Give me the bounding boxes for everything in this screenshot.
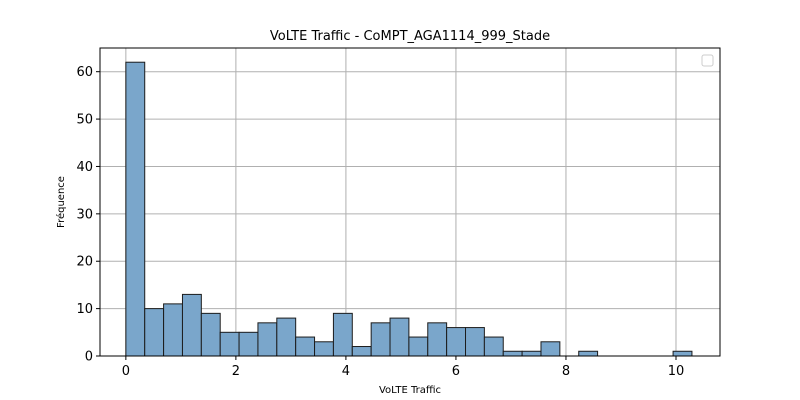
plot-frame: [99, 47, 721, 357]
histogram-bar: [200, 312, 221, 357]
legend-box: [701, 54, 714, 67]
histogram-bar: [672, 350, 693, 357]
histogram-bar: [483, 336, 504, 357]
axis-ticks: 0 2 4 6 8 10 0 10 20 30 40 50 60: [76, 65, 684, 379]
histogram-bar: [314, 341, 334, 357]
histogram-bar: [502, 350, 523, 357]
x-tick-label: 2: [232, 364, 240, 379]
histogram-bar: [181, 293, 202, 357]
histogram-bar: [144, 308, 165, 357]
histogram-bar: [163, 303, 183, 357]
x-tick-label: 4: [342, 364, 350, 379]
x-tick-label: 8: [562, 364, 570, 379]
chart-title: VoLTE Traffic - CoMPT_AGA1114_999_Stade: [270, 29, 550, 44]
histogram-bar: [295, 336, 316, 357]
histogram-bar: [521, 350, 542, 357]
y-tick-label: 50: [76, 113, 93, 128]
y-tick-label: 0: [85, 350, 93, 365]
x-tick-label: 10: [668, 364, 685, 379]
histogram-bar: [219, 331, 240, 357]
histogram-bar: [446, 327, 467, 357]
histogram-bar: [540, 341, 561, 357]
y-axis-label: Fréquence: [55, 176, 67, 228]
histogram-bar: [370, 322, 391, 357]
y-tick-label: 10: [76, 302, 93, 317]
histogram-bar: [578, 350, 599, 357]
histogram-bar: [408, 336, 429, 357]
x-tick-label: 6: [452, 364, 460, 379]
histogram-bar: [332, 312, 353, 357]
y-tick-label: 20: [76, 255, 93, 270]
histogram-bar: [351, 346, 372, 357]
y-tick-label: 60: [76, 65, 93, 80]
histogram-bar: [389, 317, 410, 357]
histogram-bar: [276, 317, 297, 357]
histogram-bar: [427, 322, 448, 357]
histogram-bar: [125, 61, 146, 357]
histogram-bar: [257, 322, 278, 357]
histogram-bar: [465, 327, 485, 357]
x-tick-label: 0: [122, 364, 130, 379]
y-tick-label: 30: [76, 207, 93, 222]
histogram-bar: [238, 331, 259, 357]
y-tick-label: 40: [76, 160, 93, 175]
histogram-bars: [125, 61, 693, 357]
x-axis-label: VoLTE Traffic: [379, 385, 441, 396]
